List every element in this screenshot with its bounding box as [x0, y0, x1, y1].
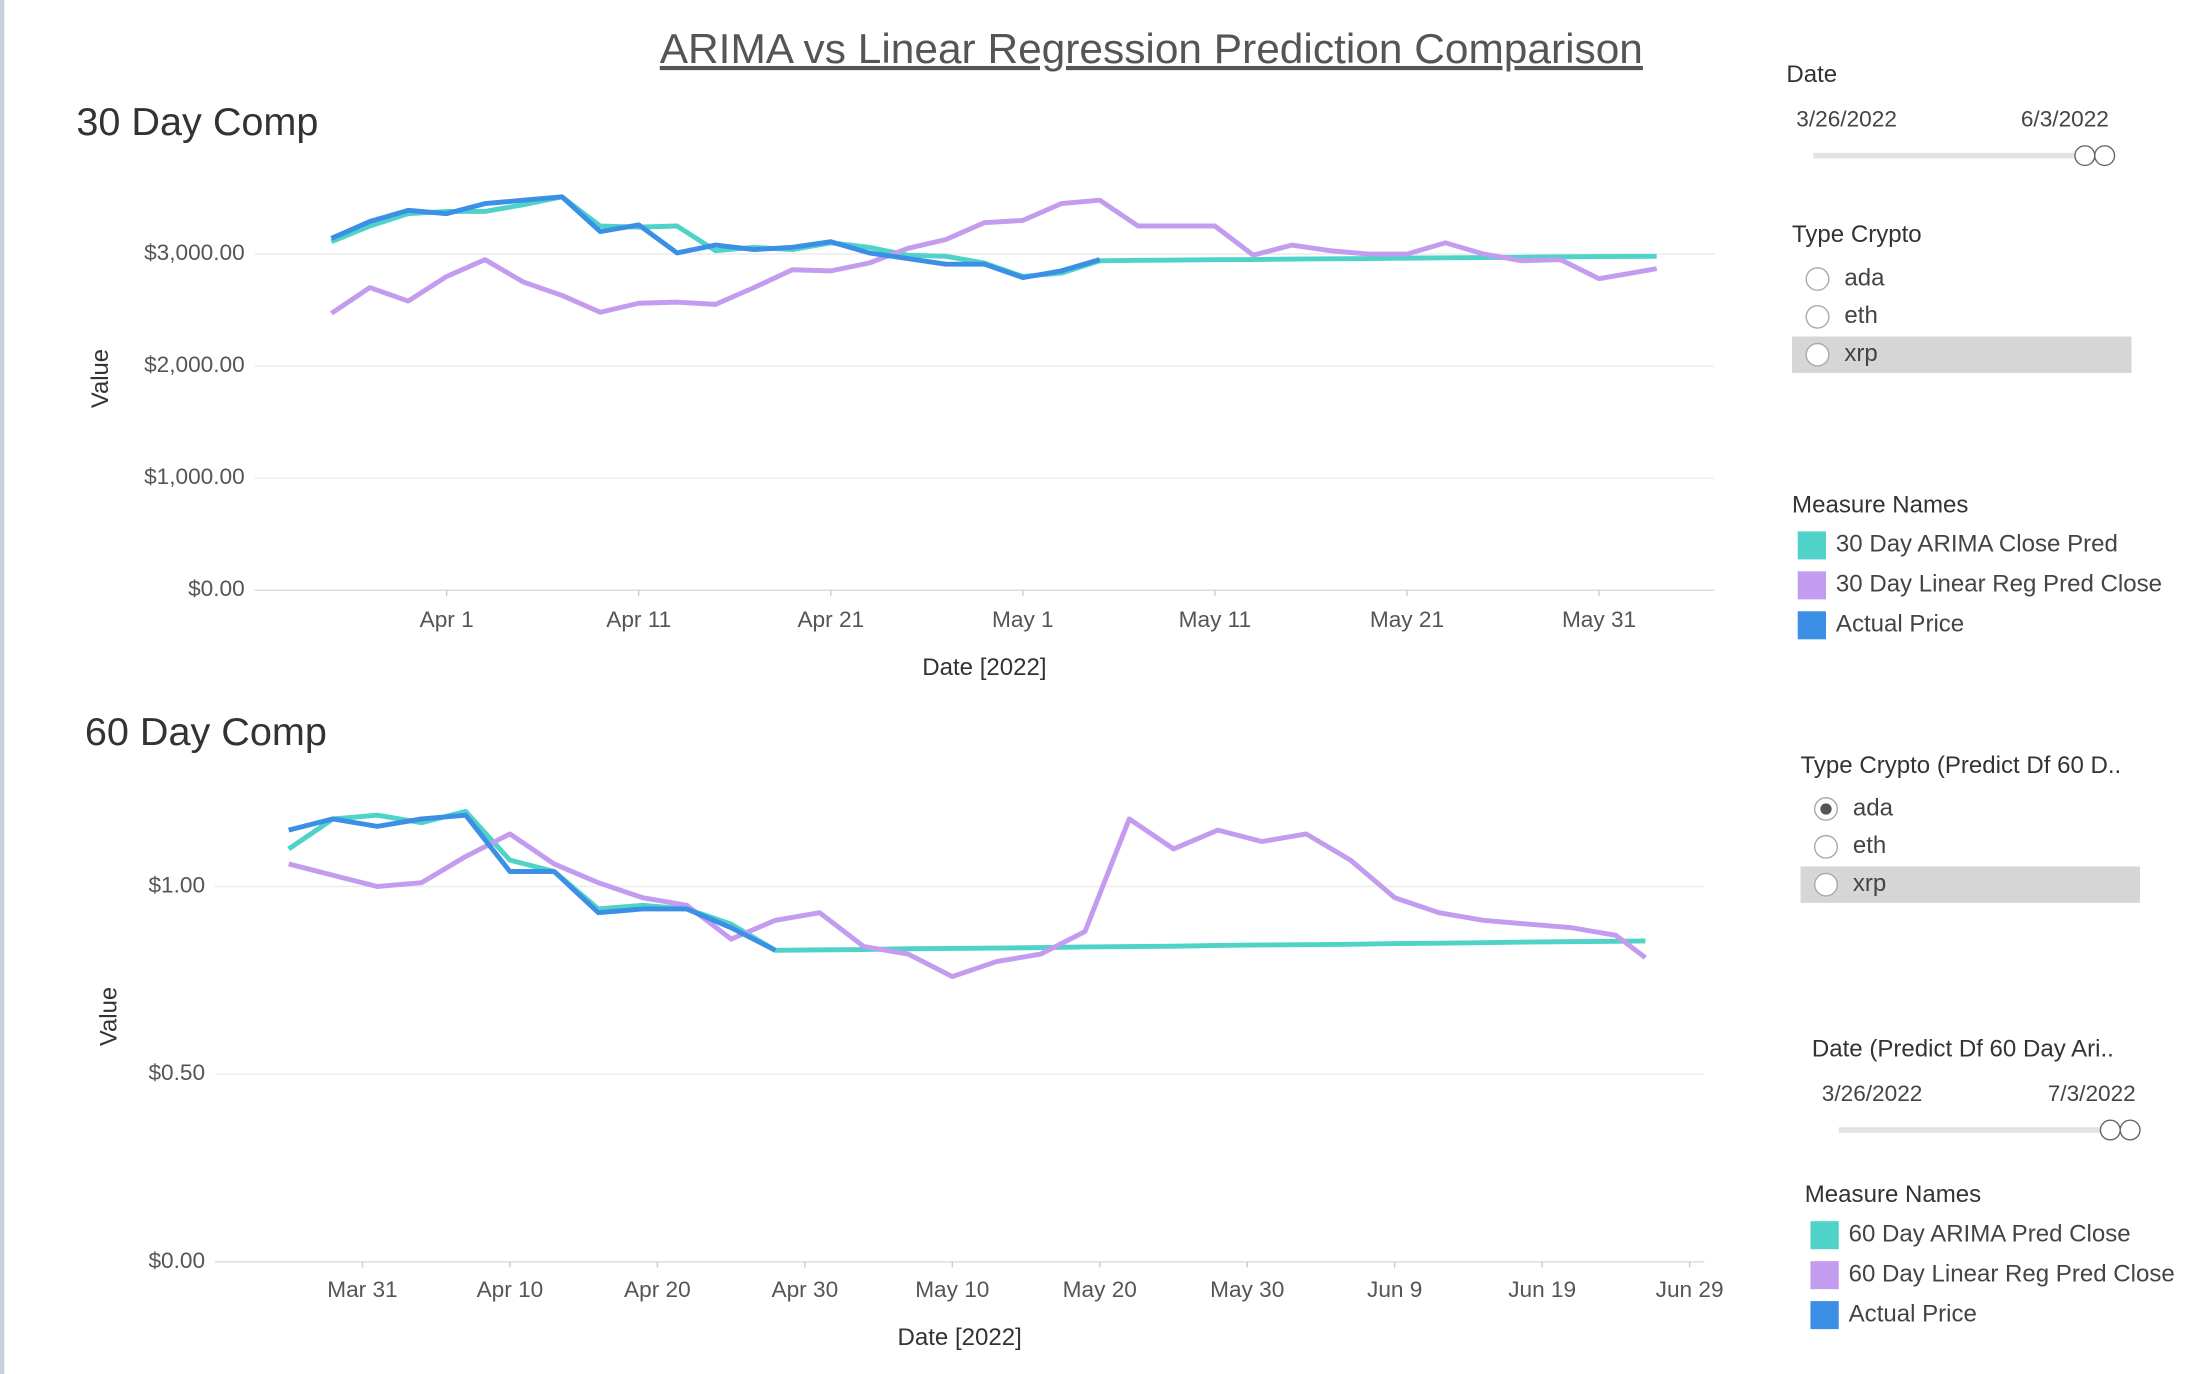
legend-swatch[interactable] [1797, 531, 1827, 560]
filter-title: Date (Predict Df 60 Day Ari.. [1812, 1036, 2114, 1063]
legend-label[interactable]: Actual Price [1849, 1301, 1977, 1328]
legend: 60 Day ARIMA Pred Close 60 Day Linear Reg… [1810, 1221, 2175, 1330]
series-line [288, 816, 1647, 979]
slider-track[interactable] [1838, 1127, 2139, 1133]
hover-row [1800, 866, 2141, 903]
x-tick-label: May 20 [1063, 1277, 1137, 1302]
series-line [330, 194, 1657, 279]
radio-dot[interactable] [1820, 803, 1832, 815]
legend-swatch[interactable] [1810, 1301, 1839, 1330]
radio-group: ada eth xrp [1805, 264, 1885, 367]
legend-label[interactable]: 30 Day Linear Reg Pred Close [1836, 571, 2162, 598]
y-axis-title: Value [87, 349, 114, 408]
legend-label[interactable]: 60 Day Linear Reg Pred Close [1849, 1261, 2175, 1288]
x-tick-label: May 30 [1210, 1277, 1284, 1302]
x-tick-label: Apr 21 [797, 607, 864, 632]
filter-title: Type Crypto (Predict Df 60 D.. [1801, 752, 2122, 779]
x-tick-label: Jun 29 [1656, 1277, 1724, 1302]
y-tick-label: $1.00 [148, 873, 205, 898]
x-tick-label: Apr 20 [624, 1277, 691, 1302]
legend-swatch[interactable] [1797, 611, 1827, 640]
radio-label[interactable]: eth [1853, 832, 1886, 859]
filter-title: Date [1786, 61, 1837, 88]
y-tick-label: $0.00 [148, 1248, 205, 1273]
legend-swatch[interactable] [1810, 1221, 1839, 1250]
x-tick-label: Jun 19 [1508, 1277, 1576, 1302]
radio-label[interactable]: xrp [1853, 870, 1886, 897]
legend-title: Measure Names [1792, 492, 1968, 519]
radio[interactable] [1805, 342, 1830, 367]
radio-label[interactable]: xrp [1844, 340, 1877, 367]
x-tick-label: May 10 [915, 1277, 989, 1302]
slider-track[interactable] [1813, 152, 2114, 159]
radio-label[interactable]: eth [1844, 302, 1877, 329]
radio-group: ada eth xrp [1813, 794, 1894, 897]
series-line [330, 197, 1658, 316]
x-axis-title: Date [2022] [898, 1324, 1022, 1351]
slider-handle[interactable] [2119, 1119, 2141, 1141]
x-tick-label: Apr 1 [420, 607, 474, 632]
range-start: 3/26/2022 [1796, 107, 1897, 132]
series-line [287, 808, 1646, 953]
y-tick-label: $0.00 [188, 576, 245, 601]
y-tick-label: $3,000.00 [144, 240, 245, 265]
radio[interactable] [1813, 872, 1839, 897]
series-line [288, 812, 777, 953]
x-tick-label: Apr 30 [772, 1277, 839, 1302]
legend: 30 Day ARIMA Close Pred 30 Day Linear Reg… [1797, 531, 2162, 640]
x-tick-label: Jun 9 [1367, 1277, 1422, 1302]
x-tick-label: Apr 10 [477, 1277, 544, 1302]
range-end: 6/3/2022 [2021, 107, 2109, 132]
slider-handle[interactable] [2094, 145, 2116, 167]
legend-label[interactable]: 60 Day ARIMA Pred Close [1849, 1221, 2131, 1248]
radio-label[interactable]: ada [1853, 794, 1894, 821]
hover-row [1792, 336, 2132, 373]
range-end: 7/3/2022 [2048, 1081, 2136, 1106]
x-tick-label: Apr 11 [606, 607, 671, 632]
slider-handle[interactable] [2074, 145, 2096, 167]
legend-title: Measure Names [1805, 1181, 1981, 1208]
y-axis-title: Value [96, 987, 123, 1046]
legend-label[interactable]: Actual Price [1836, 611, 1964, 638]
legend-swatch[interactable] [1810, 1261, 1839, 1290]
filter-title: Type Crypto [1792, 221, 1922, 248]
y-tick-label: $1,000.00 [144, 464, 245, 489]
radio[interactable] [1805, 267, 1830, 291]
legend-label[interactable]: 30 Day ARIMA Close Pred [1836, 531, 2118, 558]
radio[interactable] [1813, 834, 1839, 859]
range-start: 3/26/2022 [1822, 1081, 1923, 1106]
slider-handle[interactable] [2099, 1119, 2121, 1141]
x-tick-label: Mar 31 [327, 1277, 397, 1302]
x-tick-label: May 31 [1562, 607, 1636, 632]
left-edge [0, 0, 5, 1374]
series-line [330, 194, 1101, 281]
legend-swatch[interactable] [1797, 571, 1827, 600]
y-tick-label: $2,000.00 [144, 352, 245, 377]
radio[interactable] [1805, 304, 1830, 329]
x-tick-label: May 11 [1179, 607, 1251, 632]
x-tick-label: May 21 [1370, 607, 1444, 632]
x-tick-label: May 1 [992, 607, 1054, 632]
radio-label[interactable]: ada [1844, 264, 1885, 291]
x-axis-title: Date [2022] [922, 654, 1046, 681]
y-tick-label: $0.50 [148, 1060, 205, 1085]
chart-title: 30 Day Comp [76, 100, 318, 144]
chart-title: 60 Day Comp [85, 710, 327, 754]
dashboard-title: ARIMA vs Linear Regression Prediction Co… [660, 25, 1643, 72]
